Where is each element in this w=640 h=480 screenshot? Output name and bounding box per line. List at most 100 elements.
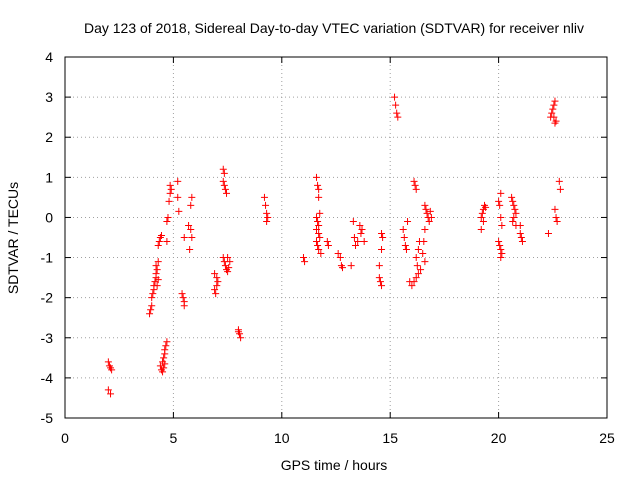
data-point xyxy=(555,177,563,185)
data-point xyxy=(212,290,220,298)
plot-frame xyxy=(64,56,608,419)
data-point xyxy=(495,197,503,205)
data-point xyxy=(552,213,560,221)
data-point xyxy=(414,270,422,278)
data-point xyxy=(104,386,112,394)
data-point xyxy=(412,274,420,282)
data-point xyxy=(148,294,156,302)
data-point xyxy=(497,189,505,197)
data-point xyxy=(412,254,420,262)
data-point xyxy=(211,270,219,278)
data-point xyxy=(317,250,325,258)
points-layer xyxy=(104,93,564,398)
data-point xyxy=(479,217,487,225)
data-point xyxy=(314,242,322,250)
data-point xyxy=(264,213,272,221)
data-point xyxy=(104,358,112,366)
data-point xyxy=(147,306,155,314)
data-point xyxy=(498,221,506,229)
data-point xyxy=(178,290,186,298)
data-point xyxy=(497,246,505,254)
data-point xyxy=(399,225,407,233)
data-point xyxy=(152,262,160,270)
y-tick-label: 4 xyxy=(45,49,53,65)
data-point xyxy=(425,217,433,225)
data-point xyxy=(174,177,182,185)
data-point xyxy=(163,238,171,246)
data-point xyxy=(237,334,245,342)
data-point xyxy=(401,242,409,250)
data-point xyxy=(378,246,386,254)
data-point xyxy=(548,109,556,117)
chart-title: Day 123 of 2018, Sidereal Day-to-day VTE… xyxy=(84,20,584,36)
data-point xyxy=(163,338,171,346)
data-point xyxy=(315,185,323,193)
data-point xyxy=(498,250,506,258)
data-point xyxy=(312,173,320,181)
data-point xyxy=(152,270,160,278)
data-point xyxy=(260,193,268,201)
y-tick-label: -3 xyxy=(41,330,54,346)
data-point xyxy=(375,262,383,270)
data-point xyxy=(551,205,559,213)
data-point xyxy=(509,197,517,205)
data-point xyxy=(219,177,227,185)
data-point xyxy=(350,234,358,241)
y-tick-label: 0 xyxy=(45,209,53,225)
data-point xyxy=(354,238,362,246)
data-point xyxy=(154,276,162,284)
data-point xyxy=(155,238,163,246)
data-point xyxy=(550,101,558,109)
data-point xyxy=(187,225,195,233)
data-point xyxy=(402,246,410,254)
data-point xyxy=(421,258,429,266)
data-point xyxy=(221,185,229,193)
data-point xyxy=(263,209,271,217)
data-point xyxy=(164,213,172,221)
data-point xyxy=(511,205,519,213)
data-point xyxy=(375,274,383,282)
data-point xyxy=(185,221,193,229)
data-point xyxy=(497,213,505,221)
data-point xyxy=(496,242,504,250)
y-tick-label: -1 xyxy=(41,250,54,266)
data-point xyxy=(148,302,156,310)
data-point xyxy=(223,189,231,197)
y-tick-label: 3 xyxy=(45,89,53,105)
data-point xyxy=(213,282,221,290)
data-point xyxy=(417,266,425,274)
y-tick-label: 2 xyxy=(45,129,53,145)
data-point xyxy=(420,238,428,246)
data-point xyxy=(174,193,182,201)
data-point xyxy=(146,310,154,318)
data-point xyxy=(497,254,505,262)
data-point xyxy=(414,246,422,254)
data-point xyxy=(213,274,221,282)
data-point xyxy=(226,258,234,266)
data-point xyxy=(324,242,332,250)
data-point xyxy=(157,231,165,239)
data-point xyxy=(477,213,485,221)
data-point xyxy=(224,254,232,262)
data-point xyxy=(422,205,430,213)
y-tick-label: -2 xyxy=(41,290,54,306)
data-point xyxy=(312,213,320,221)
data-point xyxy=(107,390,115,398)
y-tick-label: -4 xyxy=(41,370,54,386)
data-point xyxy=(315,246,323,254)
data-point xyxy=(316,234,324,241)
data-point xyxy=(314,181,322,189)
data-point xyxy=(299,254,307,262)
data-point xyxy=(400,234,408,241)
data-point xyxy=(167,185,175,193)
x-tick-label: 5 xyxy=(170,430,178,446)
data-point xyxy=(154,242,162,250)
data-point xyxy=(419,250,427,258)
data-point xyxy=(166,189,174,197)
data-point xyxy=(376,278,384,286)
data-point xyxy=(161,346,169,354)
data-point xyxy=(301,258,309,266)
data-point xyxy=(394,113,402,121)
y-tick-label: 1 xyxy=(45,169,53,185)
data-point xyxy=(358,225,366,233)
